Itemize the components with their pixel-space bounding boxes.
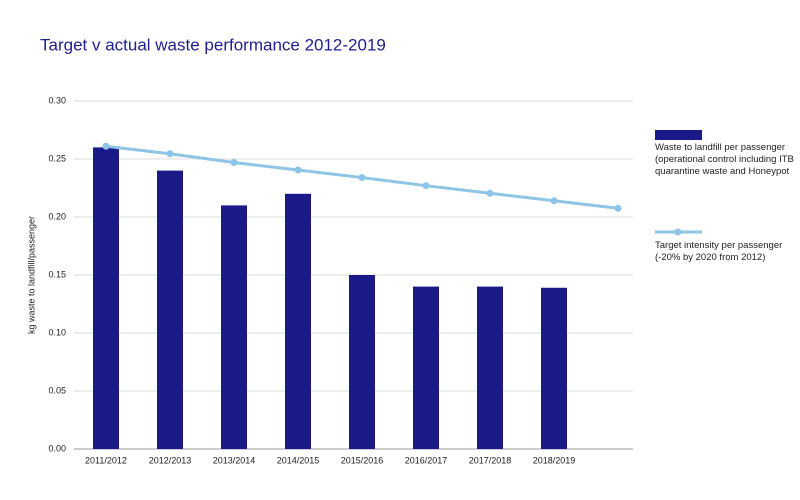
bar — [93, 147, 119, 449]
y-tick-label: 0.25 — [48, 153, 66, 163]
legend-swatch — [655, 130, 702, 140]
bar — [349, 275, 375, 449]
bar — [285, 193, 311, 449]
x-tick-label: 2016/2017 — [405, 455, 448, 465]
line-point — [422, 182, 430, 190]
line-point — [102, 142, 110, 150]
x-tick-label: 2013/2014 — [213, 455, 256, 465]
bar — [157, 170, 183, 449]
y-axis-label: kg waste to landfill/passenger — [26, 216, 36, 334]
x-tick-label: 2017/2018 — [469, 455, 512, 465]
bar — [477, 286, 503, 449]
x-tick-label: 2011/2012 — [85, 455, 127, 465]
y-tick-label: 0.05 — [48, 385, 66, 395]
legend-label: Waste to landfill per passenger (operati… — [655, 142, 794, 177]
line-point — [294, 166, 302, 174]
y-tick-label: 0.30 — [48, 95, 66, 105]
x-tick-label: 2018/2019 — [533, 455, 576, 465]
bar — [541, 287, 567, 449]
line-point — [358, 174, 366, 182]
x-tick-label: 2014/2015 — [277, 455, 320, 465]
y-tick-label: 0.00 — [48, 443, 66, 453]
line-point — [486, 189, 494, 197]
x-tick-label: 2012/2013 — [149, 455, 192, 465]
line-point — [230, 158, 238, 166]
line-point — [550, 197, 558, 205]
y-tick-label: 0.10 — [48, 327, 66, 337]
line-point — [166, 150, 174, 158]
bar — [221, 205, 247, 449]
x-tick-label: 2015/2016 — [341, 455, 384, 465]
line-point — [614, 204, 622, 212]
legend-label: Target intensity per passenger (-20% by … — [655, 240, 783, 263]
y-tick-label: 0.20 — [48, 211, 66, 221]
legend-swatch — [674, 228, 682, 236]
y-tick-label: 0.15 — [48, 269, 66, 279]
bar — [413, 286, 439, 449]
chart-title: Target v actual waste performance 2012-2… — [40, 35, 386, 54]
